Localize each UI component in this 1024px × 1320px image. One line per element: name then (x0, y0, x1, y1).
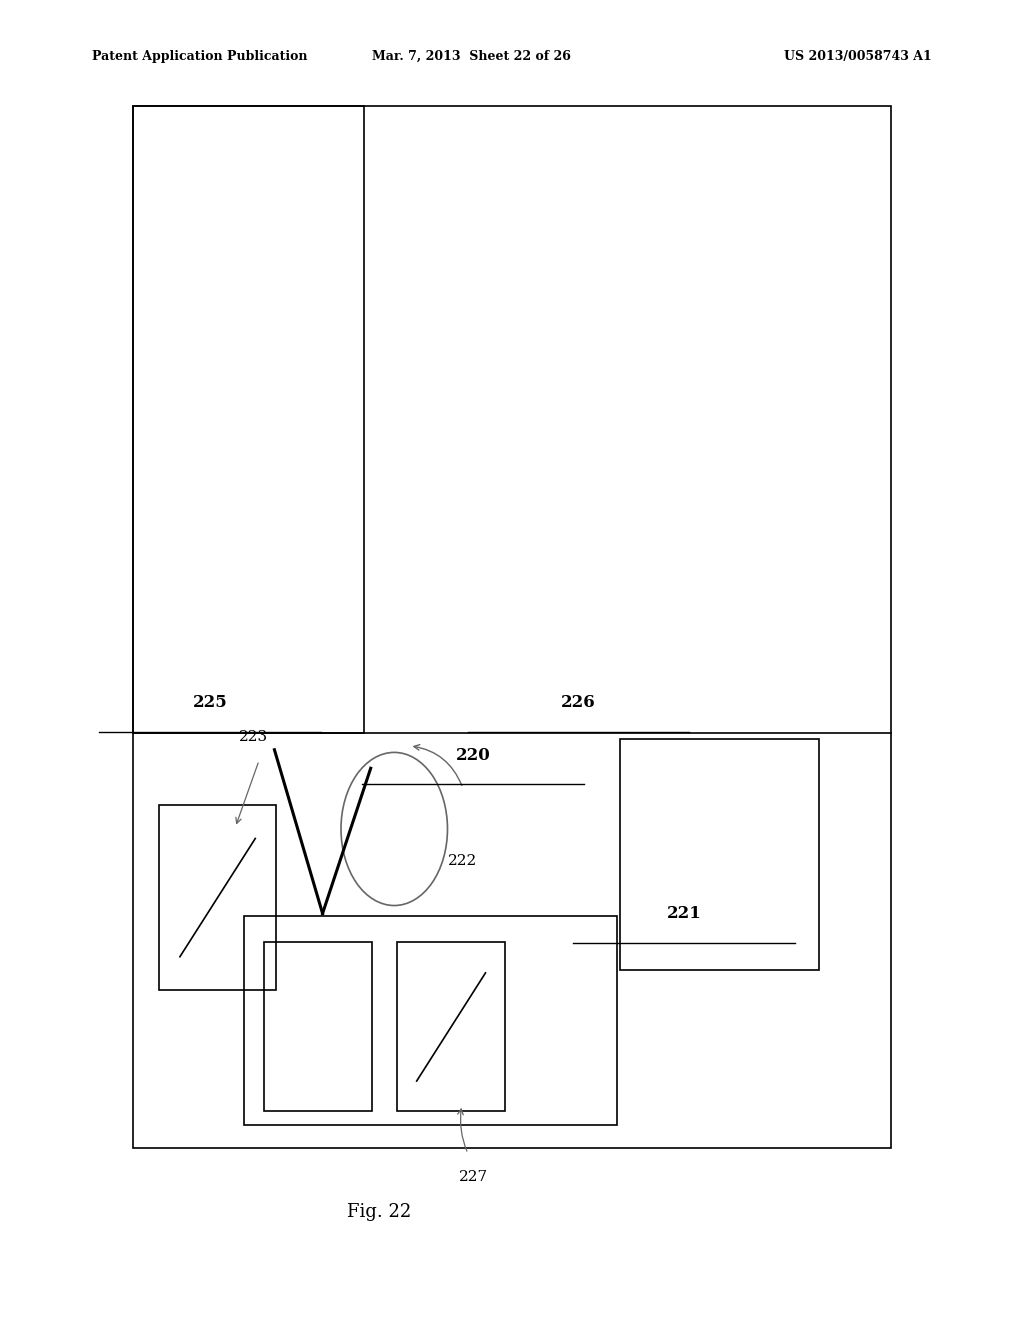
Text: 221: 221 (667, 906, 701, 921)
Text: US 2013/0058743 A1: US 2013/0058743 A1 (784, 50, 932, 63)
Bar (244, 916, 617, 1125)
Text: Patent Application Publication: Patent Application Publication (92, 50, 307, 63)
Text: Fig. 22: Fig. 22 (347, 1203, 411, 1221)
Bar (133, 106, 891, 1148)
Text: Mar. 7, 2013  Sheet 22 of 26: Mar. 7, 2013 Sheet 22 of 26 (372, 50, 570, 63)
Bar (133, 106, 364, 733)
Text: 225: 225 (193, 694, 227, 710)
Bar (264, 942, 372, 1111)
Bar (397, 942, 505, 1111)
Bar (159, 805, 276, 990)
Bar (620, 739, 819, 970)
Text: 222: 222 (449, 854, 477, 867)
Text: 226: 226 (561, 694, 596, 710)
Text: 223: 223 (240, 730, 268, 743)
Text: 220: 220 (456, 747, 490, 763)
Text: 227: 227 (459, 1171, 487, 1184)
